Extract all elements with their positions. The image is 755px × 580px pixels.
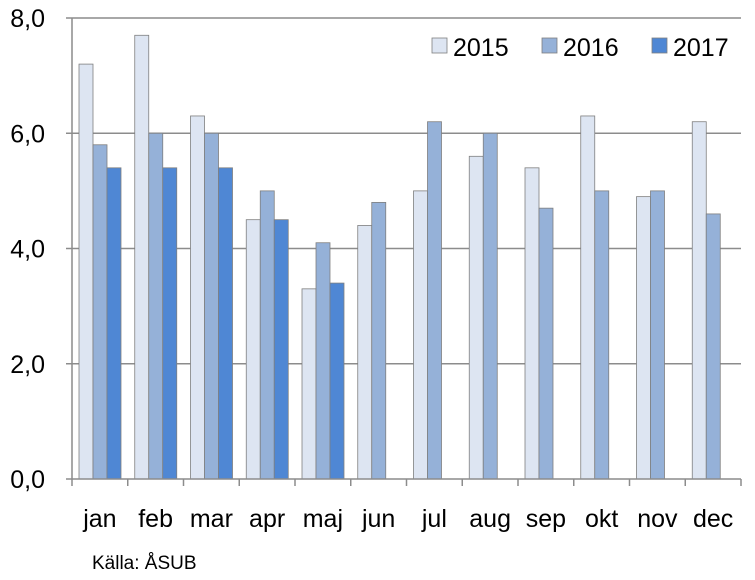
bar-2017-apr: [273, 219, 289, 480]
x-tick-label: jun: [361, 505, 395, 533]
bar-2016-jan: [92, 144, 108, 480]
legend-label-2016: 2016: [563, 34, 619, 62]
bar-2015-mar: [190, 115, 205, 480]
bar-2016-nov: [650, 190, 665, 480]
bar-2015-aug: [468, 155, 484, 480]
x-tick-label: jul: [421, 505, 447, 533]
y-axis-ticks: 0,0 2,0 4,0 6,0 8,0: [10, 5, 45, 494]
x-tick-label: nov: [637, 505, 678, 533]
x-tick-label: dec: [693, 505, 733, 533]
bar-2017-mar: [218, 167, 233, 480]
bar-2016-apr: [259, 190, 275, 480]
x-tick-label: mar: [190, 505, 233, 533]
bar-2015-jun: [357, 225, 373, 480]
bar-2016-maj: [315, 242, 331, 480]
legend-label-2015: 2015: [453, 34, 509, 62]
bars: [78, 34, 721, 480]
y-tick-label: 4,0: [10, 236, 45, 264]
x-axis-ticks: jan feb mar apr maj jun jul aug sep okt nov dec: [82, 505, 733, 533]
bar-2015-jul: [413, 190, 428, 480]
bar-2015-feb: [134, 34, 150, 480]
x-tick-label: aug: [469, 505, 511, 533]
bar-2016-dec: [705, 213, 721, 480]
bar-2015-sep: [524, 167, 540, 480]
bar-2015-nov: [636, 196, 651, 480]
bar-2017-maj: [329, 282, 345, 480]
y-tick-label: 2,0: [10, 351, 45, 379]
gridlines: [72, 17, 741, 365]
bar-2016-okt: [594, 190, 610, 480]
bar-2016-sep: [538, 207, 554, 480]
bar-2016-mar: [204, 132, 219, 480]
x-tick-label: apr: [249, 505, 285, 533]
x-tick-label: maj: [303, 505, 343, 533]
x-tick-label: feb: [138, 505, 173, 533]
y-tick-label: 0,0: [10, 466, 45, 494]
bar-2015-okt: [580, 115, 596, 480]
bar-2016-jul: [427, 121, 442, 480]
source-label: Källa: ÅSUB: [92, 553, 197, 574]
legend-swatch-2017: [651, 37, 668, 54]
y-tick-label: 8,0: [10, 5, 45, 33]
x-tick-label: sep: [526, 505, 566, 533]
legend-label-2017: 2017: [673, 34, 729, 62]
bar-2017-feb: [162, 167, 178, 480]
y-tick-label: 6,0: [10, 120, 45, 148]
bar-2015-jan: [78, 63, 94, 480]
bar-2017-jan: [106, 167, 122, 480]
bar-2016-aug: [482, 132, 498, 480]
bar-2016-feb: [148, 132, 164, 480]
bar-2015-apr: [245, 219, 261, 480]
x-tick-label: jan: [82, 505, 116, 533]
x-tick-label: okt: [585, 505, 618, 533]
bar-2015-maj: [301, 288, 317, 480]
bar-2015-dec: [691, 121, 707, 480]
bar-2016-jun: [371, 201, 387, 480]
legend: 2015 2016 2017: [431, 34, 729, 62]
axes: [66, 17, 742, 486]
legend-swatch-2016: [541, 37, 558, 54]
legend-swatch-2015: [431, 37, 448, 54]
